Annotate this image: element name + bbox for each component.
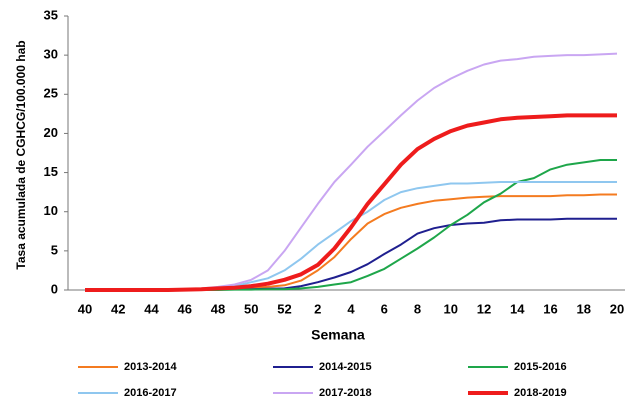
legend-label: 2017-2018 xyxy=(319,387,372,399)
y-tick-label: 10 xyxy=(44,203,58,218)
x-tick-label: 48 xyxy=(211,301,225,316)
y-tick-label: 30 xyxy=(44,47,58,62)
y-tick-label: 15 xyxy=(44,164,58,179)
legend-label: 2014-2015 xyxy=(319,361,372,373)
x-tick-label: 2 xyxy=(314,301,321,316)
x-tick-label: 16 xyxy=(543,301,557,316)
y-tick-label: 25 xyxy=(44,86,58,101)
x-tick-label: 44 xyxy=(144,301,159,316)
x-tick-label: 14 xyxy=(510,301,525,316)
x-tick-label: 10 xyxy=(444,301,458,316)
legend-label: 2015-2016 xyxy=(514,361,567,373)
x-tick-label: 42 xyxy=(111,301,125,316)
x-tick-label: 52 xyxy=(277,301,291,316)
x-tick-label: 40 xyxy=(78,301,92,316)
legend-label: 2013-2014 xyxy=(124,361,177,373)
x-tick-label: 20 xyxy=(610,301,624,316)
x-tick-label: 8 xyxy=(414,301,421,316)
x-axis-title: Semana xyxy=(311,327,365,343)
y-axis-title: Tasa acumulada de CGHCG/100.000 hab xyxy=(14,40,28,269)
series-line xyxy=(85,113,617,292)
x-tick-label: 12 xyxy=(477,301,491,316)
x-tick-label: 6 xyxy=(381,301,388,316)
series-line xyxy=(85,193,617,291)
y-tick-label: 35 xyxy=(44,7,58,22)
y-tick-label: 5 xyxy=(51,242,58,257)
y-tick-label: 0 xyxy=(51,281,58,296)
series-line xyxy=(85,52,618,291)
legend-label: 2018-2019 xyxy=(514,387,567,399)
x-tick-label: 4 xyxy=(347,301,355,316)
series-line xyxy=(85,181,617,291)
x-tick-label: 50 xyxy=(244,301,258,316)
y-tick-label: 20 xyxy=(44,125,58,140)
legend-label: 2016-2017 xyxy=(124,387,177,399)
x-tick-label: 46 xyxy=(178,301,192,316)
x-tick-label: 18 xyxy=(577,301,591,316)
